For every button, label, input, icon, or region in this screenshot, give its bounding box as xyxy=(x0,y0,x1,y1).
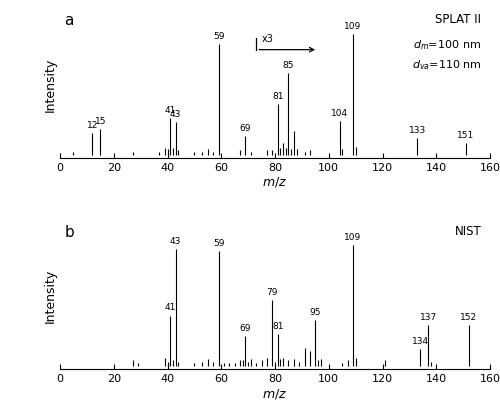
Text: 43: 43 xyxy=(170,237,181,246)
Text: 15: 15 xyxy=(94,117,106,126)
Y-axis label: Intensity: Intensity xyxy=(44,58,57,112)
Text: $d_m$=100 nm: $d_m$=100 nm xyxy=(414,38,482,52)
Text: $d_{va}$=110 nm: $d_{va}$=110 nm xyxy=(412,59,482,73)
Text: 81: 81 xyxy=(272,92,283,101)
Text: 79: 79 xyxy=(266,288,278,297)
Text: 59: 59 xyxy=(213,239,224,248)
Text: 109: 109 xyxy=(344,233,362,242)
Text: 151: 151 xyxy=(457,131,474,140)
Text: 109: 109 xyxy=(344,22,362,31)
Text: NIST: NIST xyxy=(454,225,481,238)
Text: 69: 69 xyxy=(240,324,251,333)
Text: b: b xyxy=(64,225,74,240)
Text: 134: 134 xyxy=(412,338,428,346)
X-axis label: $m/z$: $m/z$ xyxy=(262,387,287,401)
Text: 104: 104 xyxy=(331,109,348,118)
Text: 69: 69 xyxy=(240,124,251,133)
Text: a: a xyxy=(64,14,74,28)
Text: 137: 137 xyxy=(420,313,437,322)
Y-axis label: Intensity: Intensity xyxy=(44,269,57,323)
Text: 41: 41 xyxy=(164,304,176,312)
Text: x3: x3 xyxy=(262,34,274,45)
Text: 85: 85 xyxy=(282,61,294,70)
Text: 95: 95 xyxy=(310,308,321,317)
Text: 12: 12 xyxy=(86,122,98,130)
Text: 152: 152 xyxy=(460,313,477,322)
Text: 59: 59 xyxy=(213,32,224,41)
Text: SPLAT II: SPLAT II xyxy=(436,14,482,26)
Text: 41: 41 xyxy=(164,105,176,115)
Text: 133: 133 xyxy=(409,126,426,135)
X-axis label: $m/z$: $m/z$ xyxy=(262,175,287,189)
Text: 81: 81 xyxy=(272,322,283,331)
Text: 43: 43 xyxy=(170,110,181,119)
